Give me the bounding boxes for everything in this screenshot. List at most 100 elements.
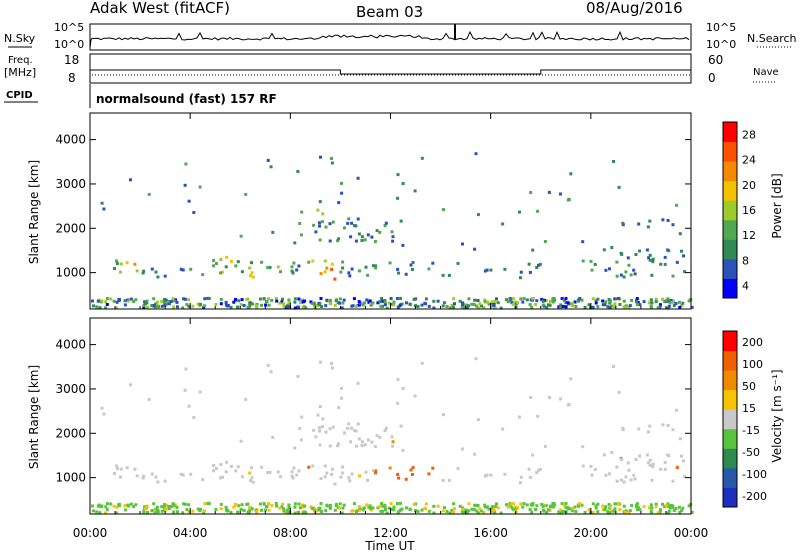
power-ground-echo bbox=[601, 303, 605, 307]
power-ground-echo bbox=[224, 303, 228, 307]
power-ground-echo bbox=[298, 301, 302, 305]
power-ground-echo bbox=[424, 302, 428, 306]
velocity-ground-echo bbox=[92, 509, 95, 513]
power-ground-echo bbox=[187, 304, 191, 308]
power-echo bbox=[336, 239, 340, 243]
velocity-ground-echo bbox=[333, 508, 337, 512]
power-ground-echo bbox=[358, 301, 362, 305]
velocity-echo bbox=[354, 444, 358, 448]
velocity-ground-echo bbox=[510, 502, 513, 506]
velocity-ground-echo bbox=[601, 508, 605, 512]
power-ground-echo bbox=[392, 300, 396, 304]
velocity-ground-echo bbox=[361, 508, 365, 512]
power-ground-echo bbox=[610, 304, 614, 308]
power-ground-echo bbox=[171, 297, 175, 301]
power-ground-echo bbox=[546, 303, 550, 307]
velocity-ground-echo bbox=[452, 502, 456, 506]
velocity-ground-echo bbox=[399, 501, 403, 505]
velocity-echo bbox=[154, 475, 158, 479]
velocity-ground-echo bbox=[191, 509, 195, 513]
velocity-ground-echo bbox=[661, 502, 664, 506]
power-ground-echo bbox=[432, 299, 436, 303]
power-ground-echo bbox=[234, 298, 238, 302]
power-isolated-echo bbox=[581, 240, 585, 244]
power-ground-echo bbox=[369, 301, 373, 305]
power-echo bbox=[621, 221, 625, 225]
velocity-ground-echo bbox=[551, 504, 555, 508]
power-echo bbox=[622, 275, 626, 279]
velocity-ground-echo bbox=[143, 505, 147, 509]
velocity-ground-echo bbox=[267, 508, 271, 512]
power-ground-echo bbox=[667, 304, 671, 308]
velocity-ground-echo bbox=[282, 507, 286, 511]
velocity-ground-echo bbox=[436, 504, 440, 508]
velocity-ground-echo bbox=[117, 504, 121, 507]
power-ground-echo bbox=[248, 304, 252, 308]
velocity-ground-echo bbox=[453, 507, 456, 511]
velocity-isolated-echo bbox=[518, 415, 521, 419]
power-isolated-echo bbox=[536, 209, 540, 213]
velocity-echo bbox=[181, 473, 185, 477]
velocity-echo bbox=[229, 464, 233, 468]
velocity-ground-echo bbox=[571, 506, 575, 510]
velocity-isolated-echo bbox=[296, 375, 300, 378]
velocity-echo bbox=[328, 427, 332, 431]
xtick-label: 00:00 bbox=[73, 526, 108, 540]
velocity-echo bbox=[248, 471, 252, 475]
velocity-ground-echo bbox=[573, 505, 577, 509]
power-isolated-echo bbox=[396, 196, 400, 200]
power-ground-echo bbox=[492, 303, 496, 307]
power-echo bbox=[331, 220, 335, 224]
velocity-ground-echo bbox=[535, 504, 539, 508]
colorbar-segment bbox=[723, 141, 737, 162]
velocity-isolated-echo bbox=[356, 381, 360, 385]
power-ground-echo bbox=[357, 300, 361, 304]
power-isolated-echo bbox=[184, 162, 188, 166]
power-isolated-echo bbox=[612, 160, 615, 163]
velocity-isolated-echo bbox=[569, 377, 573, 381]
velocity-ground-echo bbox=[340, 511, 344, 515]
velocity-ground-echo bbox=[365, 503, 369, 507]
velocity-ground-echo bbox=[546, 508, 550, 512]
velocity-ground-echo bbox=[100, 504, 104, 508]
power-ground-echo bbox=[351, 304, 355, 308]
velocity-echo bbox=[527, 467, 531, 471]
ytick-label: 4000 bbox=[55, 133, 86, 147]
velocity-ground-echo bbox=[467, 502, 471, 506]
velocity-ground-echo bbox=[287, 503, 291, 507]
power-ground-echo bbox=[240, 298, 244, 302]
velocity-ground-echo bbox=[152, 502, 156, 506]
velocity-ground-echo bbox=[383, 505, 387, 509]
velocity-ground-echo bbox=[492, 508, 496, 512]
velocity-ground-echo bbox=[114, 511, 118, 515]
power-echo bbox=[343, 226, 346, 230]
power-ground-echo bbox=[280, 300, 284, 304]
power-ground-echo bbox=[462, 305, 466, 309]
velocity-ground-echo bbox=[312, 508, 316, 512]
velocity-ground-echo bbox=[509, 504, 512, 508]
power-ground-echo bbox=[155, 300, 159, 304]
power-echo bbox=[240, 270, 244, 274]
velocity-ground-echo bbox=[338, 502, 342, 506]
velocity-echo bbox=[519, 475, 523, 479]
colorbar-segment bbox=[723, 122, 737, 143]
power-ground-echo bbox=[224, 300, 228, 304]
velocity-ground-echo bbox=[580, 503, 584, 507]
velocity-ground-echo bbox=[617, 501, 621, 505]
power-ground-echo bbox=[379, 304, 383, 308]
power-echo bbox=[347, 217, 351, 221]
power-echo bbox=[624, 270, 628, 274]
velocity-echo bbox=[375, 434, 379, 438]
power-echo bbox=[298, 222, 302, 225]
velocity-isolated-echo bbox=[183, 388, 187, 392]
power-echo bbox=[181, 268, 185, 272]
velocity-ground-echo bbox=[638, 508, 642, 512]
velocity-ground-echo bbox=[548, 508, 552, 512]
velocity-ground-echo bbox=[474, 503, 478, 507]
power-ground-echo bbox=[607, 298, 611, 301]
colorbar-segment bbox=[723, 239, 737, 260]
power-ground-echo bbox=[153, 304, 157, 308]
velocity-echo bbox=[225, 460, 229, 464]
power-ground-echo bbox=[258, 297, 262, 301]
